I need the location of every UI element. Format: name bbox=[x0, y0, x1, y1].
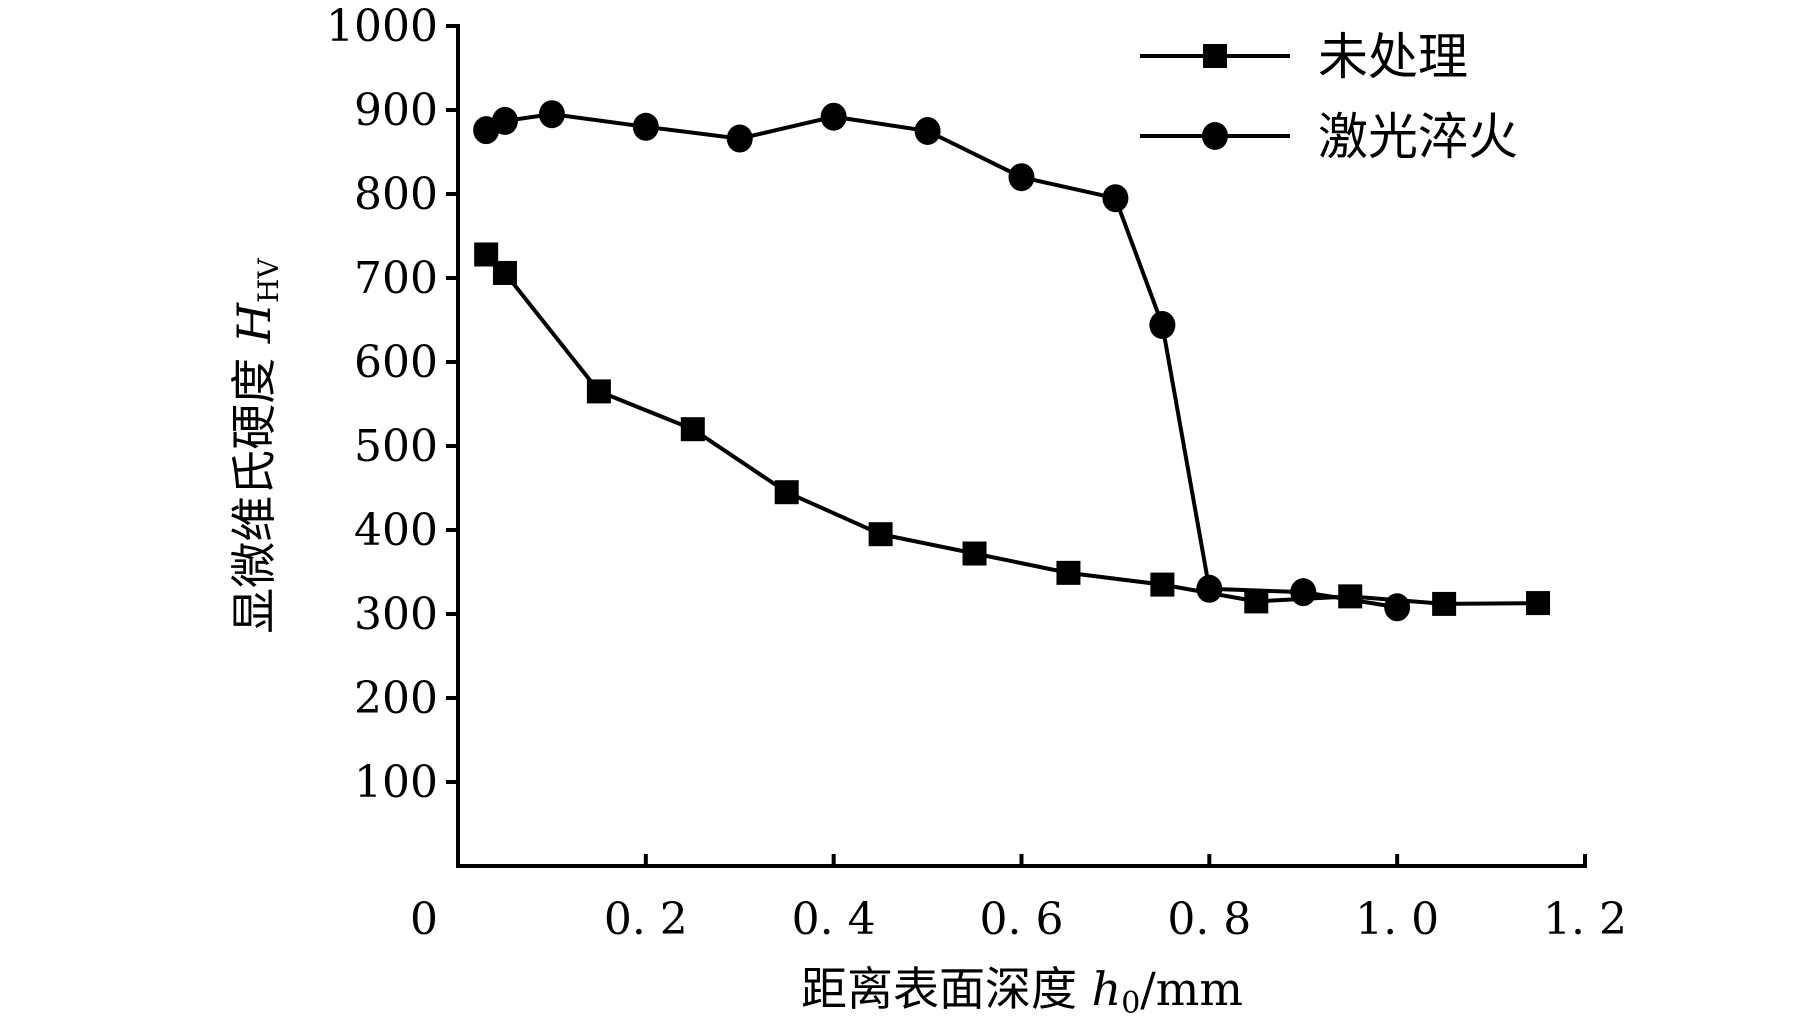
y-tick-label: 400 bbox=[354, 505, 438, 556]
data-point bbox=[1432, 591, 1457, 616]
data-point bbox=[820, 102, 847, 131]
x-tick-label: 0. 2 bbox=[604, 894, 688, 945]
data-point bbox=[1150, 572, 1175, 597]
data-point bbox=[492, 260, 517, 285]
x-tick-label: 0. 6 bbox=[980, 894, 1064, 945]
legend-item: 未处理 bbox=[1140, 28, 1468, 86]
x-tick-label: 0. 8 bbox=[1167, 894, 1251, 945]
y-tick-label: 800 bbox=[354, 169, 438, 220]
y-tick-label: 900 bbox=[354, 85, 438, 136]
data-point bbox=[586, 379, 611, 404]
data-point bbox=[1008, 163, 1035, 192]
data-point bbox=[726, 124, 753, 153]
data-point bbox=[680, 417, 705, 442]
x-tick-label: 0 bbox=[410, 894, 438, 945]
data-point bbox=[1526, 591, 1551, 616]
data-point bbox=[491, 106, 518, 135]
y-axis-label: 显微维氏硬度 HHV bbox=[227, 258, 285, 634]
y-tick-label: 200 bbox=[354, 673, 438, 724]
x-tick-label: 1. 0 bbox=[1355, 894, 1439, 945]
data-point bbox=[1338, 584, 1363, 609]
x-axis-label: 距离表面深度 h0/mm bbox=[801, 962, 1243, 1021]
legend-item: 激光淬火 bbox=[1140, 108, 1518, 166]
data-point bbox=[962, 541, 987, 566]
y-tick-label: 500 bbox=[354, 421, 438, 472]
data-point bbox=[474, 242, 499, 267]
data-point bbox=[774, 480, 799, 505]
data-point bbox=[914, 117, 941, 145]
data-point bbox=[1196, 574, 1223, 603]
x-tick-label: 1. 2 bbox=[1543, 894, 1627, 945]
y-tick-label: 300 bbox=[354, 589, 438, 640]
data-point bbox=[1244, 589, 1269, 614]
data-point bbox=[632, 112, 659, 141]
data-point bbox=[1149, 311, 1176, 340]
legend-label: 激光淬火 bbox=[1318, 108, 1518, 166]
legend-marker bbox=[1202, 122, 1228, 150]
legend-label: 未处理 bbox=[1318, 28, 1468, 86]
y-tick-label: 1000 bbox=[326, 1, 438, 52]
series-laser-quenched bbox=[473, 100, 1411, 622]
y-tick-label: 600 bbox=[354, 337, 438, 388]
series-line bbox=[484, 253, 1539, 606]
data-point bbox=[868, 522, 893, 547]
x-tick-label: 0. 4 bbox=[792, 894, 876, 945]
y-tick-label: 100 bbox=[354, 757, 438, 808]
legend-marker bbox=[1203, 44, 1227, 68]
series-line bbox=[485, 112, 1398, 610]
data-point bbox=[1056, 560, 1081, 585]
data-point bbox=[1384, 593, 1411, 622]
series-group bbox=[473, 100, 1551, 622]
y-ticks: 100 200 300 400 500 600 700 800 900 1000 bbox=[326, 1, 458, 808]
data-point bbox=[538, 100, 565, 129]
data-point bbox=[1290, 578, 1317, 607]
data-point bbox=[1102, 184, 1129, 213]
series-untreated bbox=[474, 242, 1551, 616]
y-tick-label: 700 bbox=[354, 253, 438, 304]
x-ticks: 0 0. 2 0. 4 0. 6 0. 8 1. 0 1. 2 bbox=[410, 854, 1627, 945]
